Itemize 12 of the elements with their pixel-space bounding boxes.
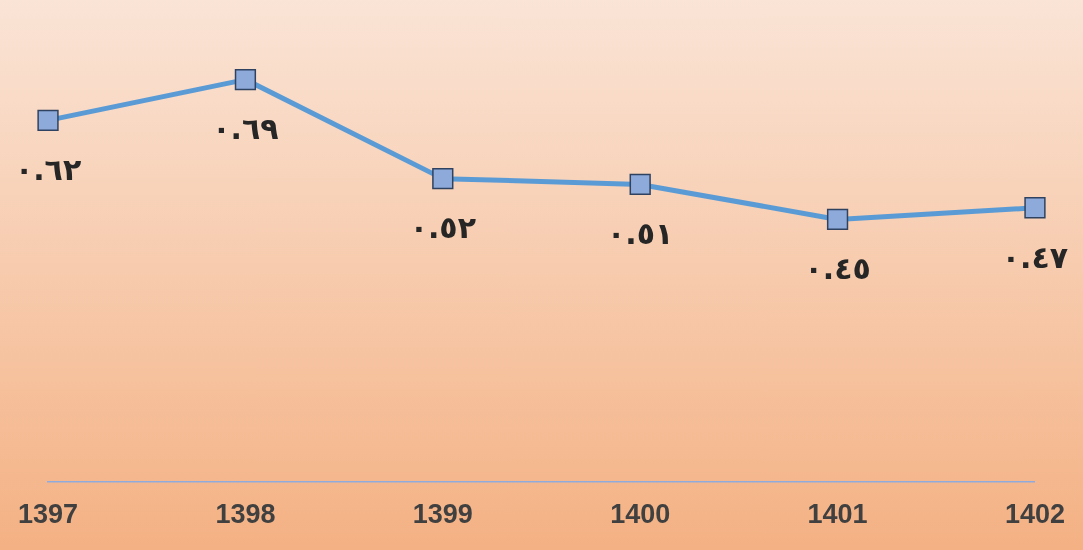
data-label: ٠.٤٥ bbox=[804, 251, 871, 287]
data-label: ٠.٦٩ bbox=[212, 111, 279, 147]
data-label: ٠.٥١ bbox=[607, 216, 674, 252]
x-tick-label: 1398 bbox=[215, 499, 276, 530]
x-tick-label: 1397 bbox=[17, 499, 79, 530]
x-tick-label: 1400 bbox=[610, 499, 671, 530]
x-tick-label: 1402 bbox=[1004, 499, 1066, 530]
x-tick-label: 1399 bbox=[412, 499, 473, 530]
data-label: ٠.٦٢ bbox=[14, 152, 82, 188]
data-label: ٠.٤٧ bbox=[1001, 239, 1069, 275]
x-tick-label: 1401 bbox=[807, 499, 868, 530]
data-label: ٠.٥٢ bbox=[409, 210, 476, 246]
